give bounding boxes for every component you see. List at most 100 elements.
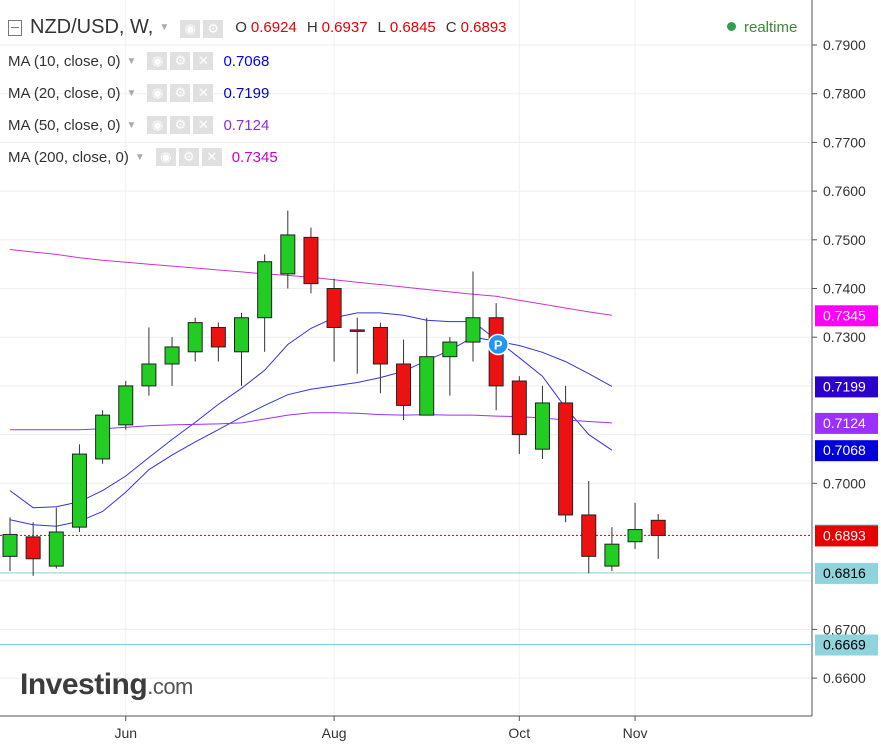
close-icon[interactable]: ✕ (192, 51, 215, 71)
gear-icon[interactable]: ⚙ (169, 83, 192, 103)
eye-icon[interactable]: ◉ (154, 147, 177, 167)
candle-body (164, 346, 180, 365)
indicator-ma10: MA (10, close, 0) ▼ ◉ ⚙ ✕ 0.7068 (8, 51, 269, 71)
candle-body (234, 317, 249, 353)
pivot-marker-label: P (494, 338, 503, 353)
candle-body (650, 519, 666, 536)
candle-body (71, 453, 87, 528)
y-tick-label: 0.7700 (823, 134, 866, 150)
price-tag-label: 0.7345 (823, 307, 866, 323)
candle-body (558, 402, 574, 516)
candle-body (604, 543, 620, 567)
chevron-down-icon[interactable]: ▼ (126, 87, 137, 99)
indicator-label[interactable]: MA (10, close, 0) (8, 52, 121, 70)
indicator-label[interactable]: MA (200, close, 0) (8, 148, 129, 166)
chevron-down-icon[interactable]: ▼ (126, 55, 137, 67)
price-tag (815, 562, 878, 584)
candle-body (280, 234, 296, 275)
y-tick-label: 0.6600 (823, 670, 866, 686)
eye-icon[interactable]: ◉ (146, 115, 169, 135)
price-tag-label: 0.7199 (823, 378, 866, 394)
candle-body (326, 288, 342, 328)
high-label: H (306, 19, 318, 36)
indicator-ma20: MA (20, close, 0) ▼ ◉ ⚙ ✕ 0.7199 (8, 83, 269, 103)
close-icon[interactable]: ✕ (192, 83, 215, 103)
gear-icon[interactable]: ⚙ (177, 147, 200, 167)
price-tag-label: 0.7068 (823, 442, 866, 458)
close-icon[interactable]: ✕ (200, 147, 223, 167)
close-icon[interactable]: ✕ (192, 115, 215, 135)
ma-line (9, 312, 613, 509)
logo-suffix: .com (147, 674, 193, 699)
chevron-down-icon[interactable]: ▼ (126, 119, 137, 131)
price-tag (815, 525, 878, 547)
status-dot-icon (727, 22, 736, 31)
collapse-icon[interactable] (8, 19, 22, 36)
indicator-value: 0.7345 (231, 148, 278, 166)
indicator-value: 0.7124 (223, 116, 270, 134)
low-value: 0.6845 (389, 19, 436, 36)
realtime-label: realtime (744, 19, 798, 36)
candle-body (95, 414, 111, 460)
symbol-title[interactable]: NZD/USD, W, (30, 16, 154, 38)
candle-body (372, 326, 388, 365)
price-tag (815, 412, 878, 434)
chevron-down-icon[interactable]: ▼ (159, 22, 170, 33)
gear-icon[interactable]: ⚙ (169, 51, 192, 71)
candle-body (442, 341, 458, 358)
close-value: 0.6893 (460, 19, 507, 36)
eye-icon[interactable]: ◉ (146, 83, 169, 103)
price-tag (815, 376, 878, 398)
indicator-value: 0.7199 (223, 84, 270, 102)
price-tag-label: 0.6816 (823, 565, 866, 581)
realtime-status: realtime (727, 19, 797, 36)
candle-body (581, 514, 597, 557)
price-tag (815, 440, 878, 462)
chevron-down-icon[interactable]: ▼ (134, 151, 145, 163)
candle-body (396, 363, 412, 406)
open-label: O (235, 19, 247, 36)
indicator-label[interactable]: MA (20, close, 0) (8, 84, 121, 102)
candle-body (141, 363, 157, 387)
candle-body (257, 261, 273, 319)
y-tick-label: 0.7500 (823, 232, 866, 248)
gear-icon[interactable]: ⚙ (202, 18, 225, 39)
candle-body (303, 236, 319, 285)
y-tick-label: 0.7000 (823, 475, 866, 491)
gear-icon[interactable]: ⚙ (169, 115, 192, 135)
indicator-value: 0.7068 (223, 52, 270, 70)
investing-logo[interactable]: Investing.com (20, 668, 193, 702)
pivot-marker-icon (487, 333, 509, 356)
ma-line (9, 336, 613, 527)
y-tick-label: 0.7900 (823, 37, 866, 53)
eye-icon[interactable]: ◉ (179, 18, 202, 39)
candle-body (210, 326, 226, 348)
price-tag-label: 0.6893 (823, 527, 866, 543)
indicator-ma50: MA (50, close, 0) ▼ ◉ ⚙ ✕ 0.7124 (8, 115, 269, 135)
x-tick-label: Aug (322, 725, 347, 741)
chart-header: NZD/USD, W, ▼ ◉ ⚙ O 0.6924 H 0.6937 L 0.6845… (8, 16, 507, 39)
indicator-ma200: MA (200, close, 0) ▼ ◉ ⚙ ✕ 0.7345 (8, 147, 278, 167)
candle-body (118, 385, 134, 426)
ma-line (10, 412, 612, 431)
candle-body (187, 322, 203, 353)
y-tick-label: 0.7800 (823, 86, 866, 102)
high-value: 0.6937 (321, 19, 368, 36)
candle-body (349, 329, 365, 332)
y-tick-label: 0.7300 (823, 329, 866, 345)
candle-body (627, 529, 643, 543)
candle-body (419, 356, 435, 416)
candle-body (25, 536, 41, 560)
eye-icon[interactable]: ◉ (146, 51, 169, 71)
candle-body (48, 531, 64, 567)
indicator-label[interactable]: MA (50, close, 0) (8, 116, 121, 134)
price-tag (815, 634, 878, 656)
y-tick-label: 0.7400 (823, 281, 866, 297)
price-tag (815, 305, 878, 327)
open-value: 0.6924 (250, 19, 297, 36)
y-tick-label: 0.7600 (823, 183, 866, 199)
low-label: L (377, 19, 386, 36)
close-label: C (445, 19, 457, 36)
